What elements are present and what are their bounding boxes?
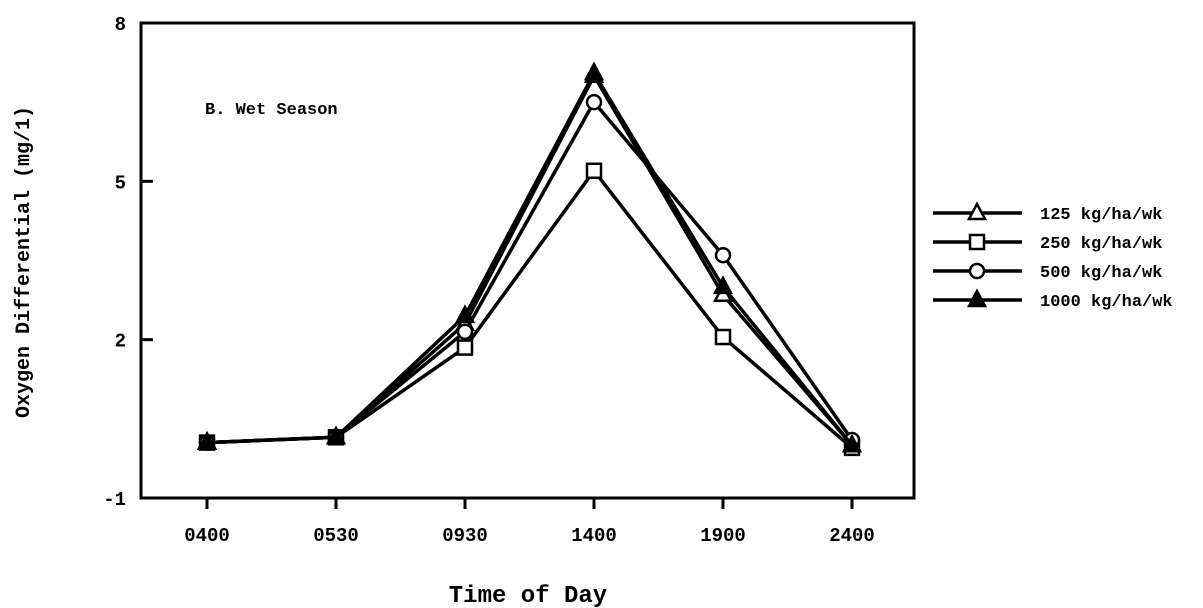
x-tick-label: 2400: [829, 525, 875, 547]
data-point-triangle-filled: [841, 433, 863, 453]
legend-label: 500 kg/ha/wk: [1040, 264, 1162, 283]
series-line: [206, 100, 854, 445]
chart-annotation: B. Wet Season: [205, 101, 338, 120]
data-point-square-open: [585, 162, 603, 180]
x-axis-ticks: 0400 0530 0930 1400 1900 2400: [184, 498, 875, 547]
data-point-triangle-filled: [454, 304, 476, 324]
legend-item: 500 kg/ha/wk: [933, 262, 1162, 283]
y-tick-label: 2: [115, 331, 126, 353]
data-point-square-open: [456, 339, 474, 356]
x-axis-label: Time of Day: [449, 583, 607, 608]
plot-frame: [139, 21, 916, 500]
data-point-circle-open: [456, 323, 474, 340]
x-tick-label: 1900: [700, 525, 746, 547]
data-point-triangle-filled: [712, 275, 734, 295]
legend: 125 kg/ha/wk 250 kg/ha/wk 500 kg/ha/wk 1000…: [933, 201, 1173, 312]
legend-marker-circle-open: [968, 262, 986, 280]
series-line: [206, 71, 854, 447]
data-point-square-open: [714, 328, 732, 346]
x-tick-label: 0930: [442, 525, 488, 547]
legend-marker-square-open: [968, 233, 986, 251]
legend-label: 125 kg/ha/wk: [1040, 206, 1162, 225]
y-axis-label: Oxygen Differential (mg/1): [13, 106, 36, 418]
data-point-triangle-filled: [196, 430, 218, 450]
x-tick-label: 0400: [184, 525, 230, 547]
series-3: [198, 93, 861, 451]
data-point-circle-open: [714, 246, 732, 264]
x-tick-label: 0530: [313, 525, 359, 547]
series-line: [206, 169, 854, 450]
legend-item: 125 kg/ha/wk: [933, 201, 1162, 225]
y-tick-label: -1: [103, 489, 126, 511]
data-point-circle-open: [585, 93, 603, 111]
legend-marker-triangle-open: [966, 201, 988, 221]
y-tick-label: 8: [115, 14, 126, 36]
data-point-triangle-filled: [583, 61, 605, 81]
legend-label: 1000 kg/ha/wk: [1040, 293, 1173, 312]
legend-marker-triangle-filled: [966, 288, 988, 308]
y-axis-ticks: 8 5 2 -1: [103, 14, 153, 511]
legend-label: 250 kg/ha/wk: [1040, 235, 1162, 254]
legend-item: 1000 kg/ha/wk: [933, 288, 1173, 312]
y-tick-label: 5: [115, 172, 126, 194]
series-layer: [196, 61, 863, 457]
legend-item: 250 kg/ha/wk: [933, 233, 1162, 254]
data-point-triangle-filled: [325, 425, 347, 445]
series-4: [196, 61, 863, 453]
x-tick-label: 1400: [571, 525, 617, 547]
